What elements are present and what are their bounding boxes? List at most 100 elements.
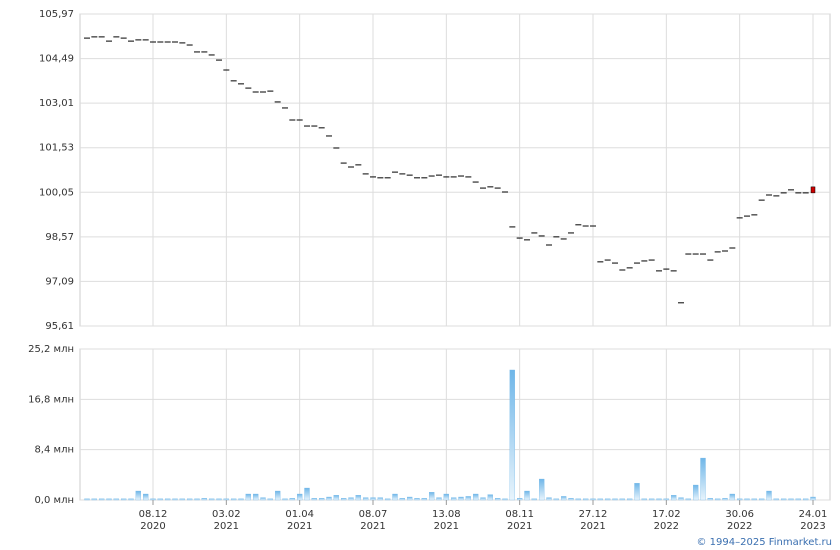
y-tick-label: 0,0 млн	[34, 495, 74, 506]
volume-bar	[458, 496, 464, 501]
y-tick-label: 95,61	[45, 321, 74, 332]
volume-bar	[392, 493, 398, 501]
volume-bar	[539, 478, 545, 501]
volume-bar	[583, 498, 589, 501]
volume-bar	[209, 498, 215, 501]
volume-bar	[348, 497, 354, 501]
y-tick-label: 98,57	[45, 232, 74, 243]
volume-bar	[297, 493, 303, 501]
y-tick-label: 103,01	[39, 98, 74, 109]
volume-bar	[715, 498, 721, 501]
volume-bar	[216, 498, 222, 501]
volume-bar	[99, 498, 105, 501]
volume-bar	[201, 498, 207, 501]
volume-bar	[150, 498, 156, 501]
volume-bar	[803, 498, 809, 501]
volume-bar	[326, 496, 332, 501]
candle	[810, 186, 816, 194]
volume-bar	[590, 498, 596, 501]
volume-bar	[407, 496, 413, 501]
volume-bar	[157, 498, 163, 501]
volume-bar	[179, 498, 185, 501]
volume-bar	[238, 498, 244, 501]
volume-bar	[605, 498, 611, 501]
volume-bar	[656, 498, 662, 501]
x-tick-label: 03.02 2021	[212, 509, 241, 532]
volume-bar	[399, 498, 405, 501]
volume-bar	[304, 487, 310, 501]
volume-bar	[678, 497, 684, 501]
y-tick-label: 105,97	[39, 9, 74, 20]
volume-bar	[121, 498, 127, 501]
volume-bar	[319, 498, 325, 501]
volume-bar	[561, 496, 567, 501]
volume-bar	[524, 490, 530, 501]
volume-bar	[737, 498, 743, 501]
volume-bar	[693, 484, 699, 501]
volume-bar	[436, 497, 442, 501]
volume-bar	[531, 498, 537, 501]
volume-bar	[788, 498, 794, 501]
volume-bar	[260, 497, 266, 501]
volume-bar	[751, 498, 757, 501]
volume-bar	[465, 496, 471, 501]
volume-bar	[385, 498, 391, 501]
x-tick-label: 01.04 2021	[285, 509, 314, 532]
volume-bar	[707, 498, 713, 501]
volume-bar	[91, 498, 97, 501]
volume-bar	[568, 498, 574, 501]
volume-bar	[363, 497, 369, 501]
volume-bar	[671, 495, 677, 501]
y-tick-label: 104,49	[39, 54, 74, 65]
volume-bar	[509, 369, 515, 501]
x-tick-label: 08.07 2021	[359, 509, 388, 532]
footer: © 1994–2025 Finmarket.ru	[696, 537, 832, 548]
volume-bar	[634, 483, 640, 501]
y-tick-label: 16,8 млн	[28, 394, 74, 405]
volume-bar	[172, 498, 178, 501]
volume-bar	[744, 498, 750, 501]
volume-bar	[759, 498, 765, 501]
volume-bar	[597, 498, 603, 501]
volume-bar	[641, 498, 647, 501]
volume-bar	[495, 498, 501, 501]
volume-bar	[223, 498, 229, 501]
volume-bar	[231, 498, 237, 501]
plot-area	[79, 348, 831, 501]
volume-bar	[795, 498, 801, 501]
volume-bar	[187, 498, 193, 501]
volume-bar	[612, 498, 618, 501]
volume-bar	[627, 498, 633, 501]
volume-bar	[473, 493, 479, 501]
volume-bar	[810, 496, 816, 501]
volume-bar	[377, 497, 383, 501]
volume-bar	[700, 457, 706, 501]
volume-bar	[685, 498, 691, 501]
volume-bar	[619, 498, 625, 501]
volume-bar	[546, 497, 552, 501]
volume-bar	[311, 498, 317, 501]
volume-bar	[575, 498, 581, 501]
x-tick-label: 08.11 2021	[505, 509, 534, 532]
y-tick-label: 100,05	[39, 187, 74, 198]
volume-bar	[781, 498, 787, 501]
volume-bar	[451, 497, 457, 501]
volume-bar	[729, 493, 735, 501]
volume-bar	[194, 498, 200, 501]
y-tick-label: 25,2 млн	[28, 344, 74, 355]
plot-area	[79, 13, 831, 327]
volume-bar	[341, 498, 347, 501]
volume-bar	[355, 495, 361, 501]
volume-bar	[106, 498, 112, 501]
y-tick-label: 97,09	[45, 276, 74, 287]
volume-bar	[253, 493, 259, 501]
volume-bar	[421, 498, 427, 501]
volume-bar	[165, 498, 171, 501]
x-tick-label: 08.12 2020	[139, 509, 168, 532]
volume-bar	[282, 498, 288, 501]
volume-bar	[289, 498, 295, 501]
x-tick-label: 27.12 2021	[579, 509, 608, 532]
x-tick-label: 13.08 2021	[432, 509, 461, 532]
volume-bar	[480, 497, 486, 501]
